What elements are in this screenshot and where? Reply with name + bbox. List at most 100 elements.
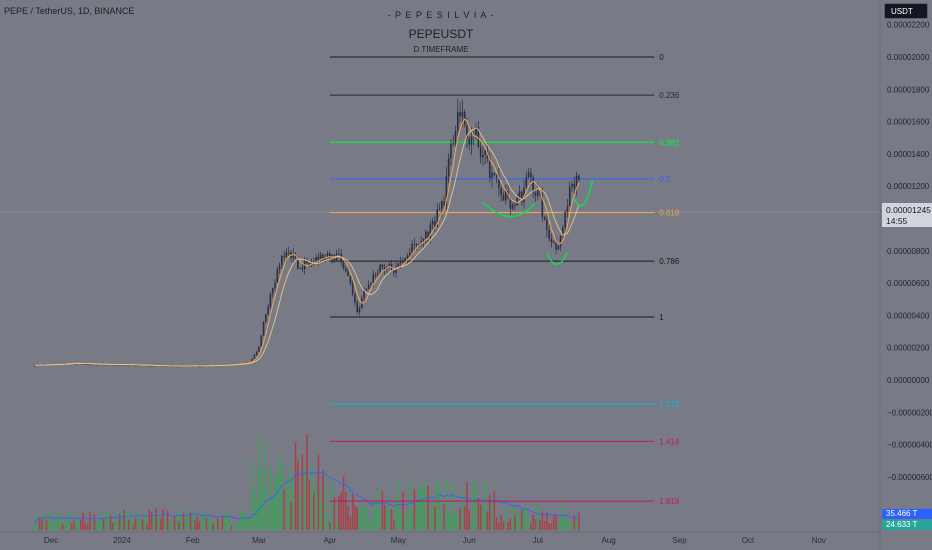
volume-bar (194, 520, 196, 530)
volume-bar (388, 497, 391, 530)
volume-bar (269, 467, 272, 530)
candle-body (525, 176, 528, 188)
candle-body (134, 365, 137, 367)
currency-button[interactable]: USDT (884, 3, 928, 19)
candle-body (381, 264, 384, 268)
volume-bar (34, 524, 36, 530)
volume-bar (491, 498, 493, 530)
candle-body (377, 273, 379, 275)
volume-bar (285, 478, 288, 530)
volume-bar (297, 460, 299, 530)
candle-body (287, 252, 290, 254)
price-axis-label: 0.00000600 (887, 279, 930, 288)
candle-body (541, 194, 544, 218)
volume-bar (130, 512, 132, 530)
volume-bar (445, 479, 448, 530)
volume-bar (226, 508, 228, 530)
candle-body (137, 365, 139, 367)
volume-bar (463, 506, 466, 530)
volume-bar (132, 525, 135, 530)
volume-bar (468, 510, 471, 530)
volume-bar (527, 519, 530, 530)
volume-bar (365, 507, 368, 530)
candle-body (573, 183, 576, 189)
time-axis-label: Aug (601, 536, 615, 545)
volume-bar (301, 454, 304, 530)
volume-bar (543, 520, 546, 530)
volume-bar (313, 492, 315, 530)
candle-body (198, 366, 201, 368)
candle-body (514, 204, 516, 206)
volume-bar (91, 519, 93, 530)
candle-body (559, 235, 562, 247)
candle-body (148, 365, 151, 367)
volume-bar (139, 519, 141, 530)
candle-body (372, 274, 375, 284)
symbol-info[interactable]: PEPE / TetherUS, 1D, BINANCE (4, 6, 135, 16)
candle-body (566, 206, 569, 213)
volume-bar (429, 507, 432, 530)
price-axis-label: −0.00000600 (887, 473, 932, 482)
volume-bar (54, 510, 57, 530)
candle-body (383, 267, 386, 270)
volume-bar (210, 522, 212, 530)
time-axis-label: Dec (44, 536, 58, 545)
candle-body (255, 351, 258, 355)
volume-bar (281, 462, 283, 530)
volume-bar (475, 481, 477, 530)
volume-bar (205, 517, 208, 530)
volume-bar (443, 504, 445, 530)
candle-body (351, 283, 354, 295)
volume-bar (73, 520, 75, 530)
volume-bar (559, 518, 562, 530)
candle-body (153, 365, 155, 367)
volume-bar (564, 515, 566, 530)
volume-bar (472, 483, 475, 530)
price-axis-label: 0.00000200 (887, 344, 930, 353)
volume-bar (127, 519, 130, 530)
volume-bar (418, 487, 420, 530)
volume-bar (500, 514, 502, 530)
candle-body (326, 253, 329, 257)
candle-body (477, 126, 480, 148)
volume-bar (363, 504, 365, 530)
volume-bar (450, 514, 452, 530)
time-axis-label: Mar (252, 536, 266, 545)
time-axis-label: Oct (742, 536, 755, 545)
candle-body (283, 255, 285, 257)
candle-body (169, 366, 171, 368)
volume-bar (86, 524, 89, 530)
volume-bar (326, 514, 329, 530)
volume-bar (539, 520, 541, 530)
volume-bar (196, 517, 199, 530)
price-axis[interactable]: 0.000024000.000022000.000020000.00001800… (887, 0, 932, 482)
candle-body (329, 253, 331, 259)
volume-bar (466, 481, 468, 530)
chart-title: PEPEUSDT (408, 27, 474, 41)
candle-body (276, 269, 279, 283)
candle-body (390, 263, 393, 270)
volume-bar (77, 517, 80, 530)
time-axis[interactable]: Dec 2024 Feb Mar Apr May Jun Jul Aug Sep Oct Nov (44, 536, 826, 545)
volume-bar (93, 514, 96, 530)
volume-bar (271, 498, 274, 530)
fib-level-label: 0.5 (659, 175, 671, 184)
volume-bar (150, 511, 153, 530)
volume-bar (541, 511, 544, 530)
candle-body (518, 191, 521, 198)
volume-bar (141, 519, 144, 530)
bar-countdown: 14:55 (886, 216, 908, 226)
volume-bar (235, 521, 237, 530)
candle-body (509, 197, 512, 209)
candle-body (470, 136, 473, 145)
candle-body (500, 188, 502, 195)
time-axis-label: 2024 (113, 536, 131, 545)
candle-body (262, 321, 265, 336)
volume-bar (217, 518, 219, 530)
candle-body (418, 243, 420, 245)
fib-level-label: 0.236 (659, 91, 680, 100)
candle-body (34, 365, 36, 367)
volume-bar (568, 525, 571, 530)
candle-body (175, 366, 178, 368)
